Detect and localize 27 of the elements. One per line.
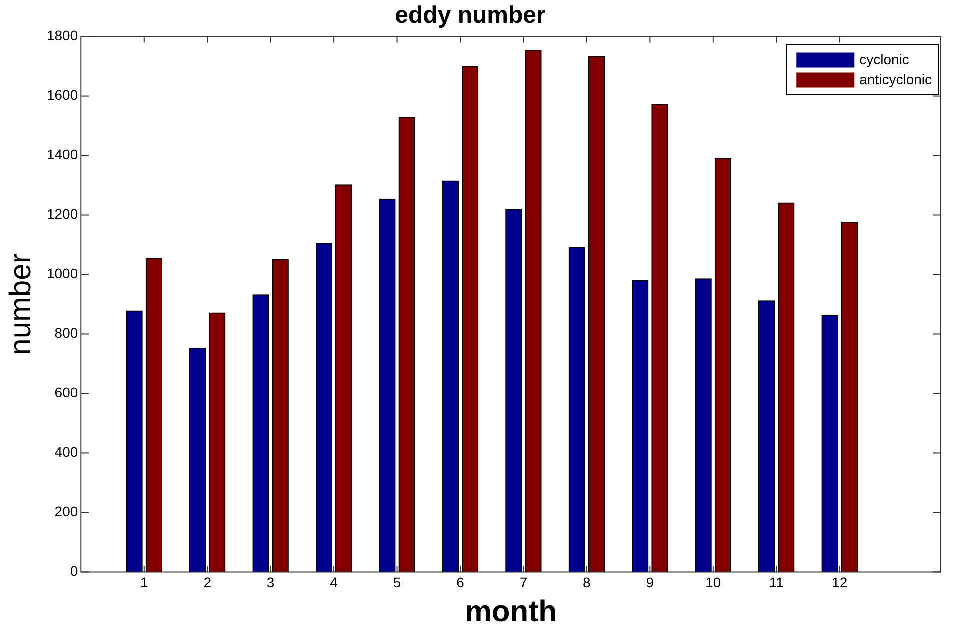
x-tick-label: 10	[706, 574, 722, 590]
x-tick-label: 2	[204, 574, 212, 590]
y-axis-title: number	[4, 254, 38, 356]
y-tick-label: 1600	[46, 87, 78, 104]
x-axis-title: month	[465, 595, 557, 628]
y-tick-label: 600	[54, 384, 78, 401]
x-tick-label: 8	[583, 574, 592, 590]
legend-label: cyclonic	[860, 52, 910, 68]
x-tick-label: 1	[140, 574, 148, 590]
x-tick-label: 4	[330, 574, 338, 590]
chart-title: eddy number	[395, 2, 546, 30]
x-tick-label: 5	[393, 574, 402, 590]
y-tick-label: 0	[70, 563, 78, 580]
y-tick-label: 800	[54, 325, 78, 342]
y-tick-label: 1000	[46, 266, 78, 282]
legend-label: anticyclonic	[860, 72, 932, 88]
x-tick-label: 12	[832, 574, 848, 590]
x-tick-label: 9	[646, 574, 654, 590]
x-tick-label: 6	[456, 574, 465, 590]
y-tick-label: 200	[54, 504, 78, 520]
x-tick-label: 3	[266, 574, 275, 590]
y-tick-label: 1200	[46, 206, 78, 222]
x-tick-label: 7	[520, 574, 528, 590]
x-tick-label: 11	[769, 574, 784, 590]
y-tick-label: 400	[54, 444, 78, 460]
y-tick-label: 1800	[46, 28, 78, 44]
y-tick-label: 1400	[46, 146, 78, 163]
